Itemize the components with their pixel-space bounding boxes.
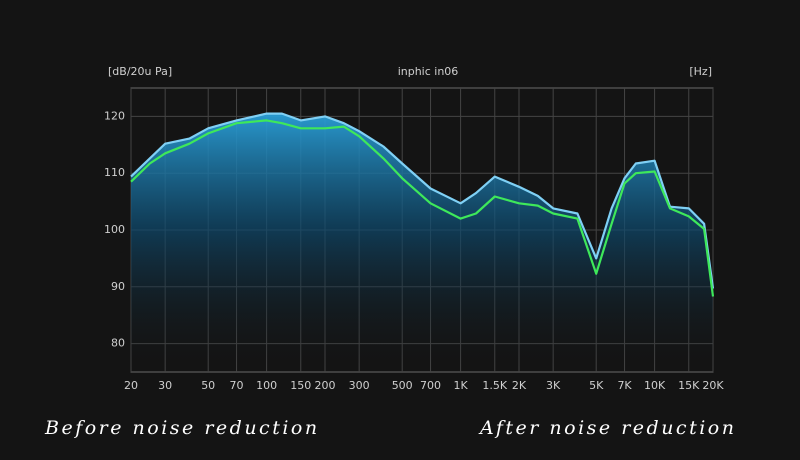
x-tick-label: 500 xyxy=(392,379,413,392)
x-tick-label: 5K xyxy=(589,379,604,392)
x-tick-label: 700 xyxy=(420,379,441,392)
x-tick-label: 15K xyxy=(678,379,700,392)
x-tick-label: 30 xyxy=(158,379,172,392)
x-tick-label: 150 xyxy=(290,379,311,392)
y-unit-label: [dB/20u Pa] xyxy=(108,65,172,78)
legend-entry: After noise reduction xyxy=(478,417,736,439)
x-tick-label: 20K xyxy=(702,379,724,392)
x-tick-label: 20 xyxy=(124,379,138,392)
y-tick-label: 100 xyxy=(104,223,125,236)
area xyxy=(131,113,713,372)
x-tick-label: 2K xyxy=(512,379,527,392)
x-tick-label: 300 xyxy=(349,379,370,392)
x-tick-label: 1K xyxy=(453,379,468,392)
x-tick-label: 70 xyxy=(230,379,244,392)
legend-entry: Before noise reduction xyxy=(44,417,320,439)
x-tick-label: 1.5K xyxy=(482,379,507,392)
x-tick-label: 10K xyxy=(644,379,666,392)
y-tick-label: 80 xyxy=(111,337,125,350)
x-tick-label: 100 xyxy=(256,379,277,392)
x-tick-label: 200 xyxy=(315,379,336,392)
line xyxy=(130,119,715,297)
y-tick-label: 110 xyxy=(104,166,125,179)
x-tick-label: 7K xyxy=(617,379,632,392)
x-tick-label: 3K xyxy=(546,379,561,392)
y-tick-label: 120 xyxy=(104,109,125,122)
line xyxy=(130,112,715,289)
chart-title: inphic in06 xyxy=(398,65,459,78)
x-unit-label: [Hz] xyxy=(689,65,712,78)
y-tick-label: 90 xyxy=(111,280,125,293)
x-tick-label: 50 xyxy=(201,379,215,392)
